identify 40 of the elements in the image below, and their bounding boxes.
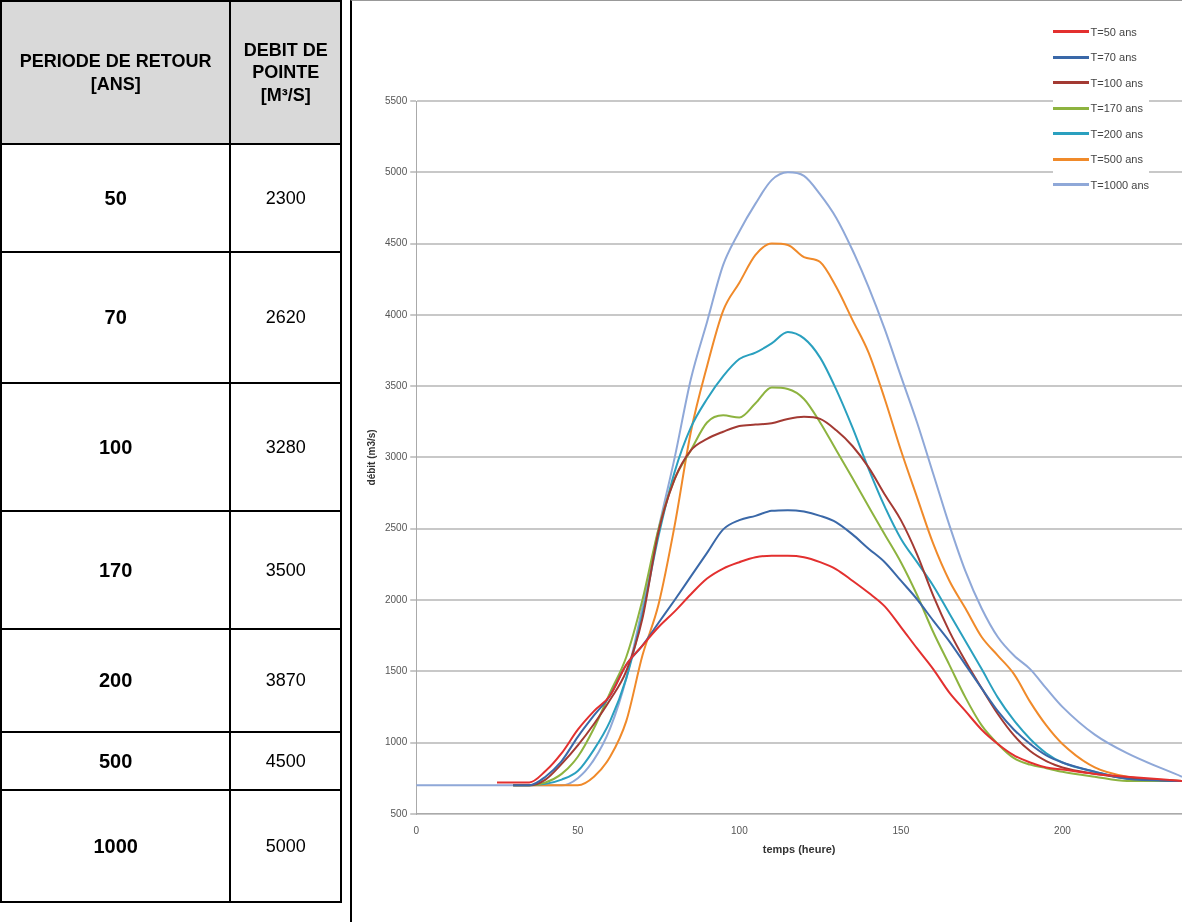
x-tick-label: 50 [572,824,584,836]
y-tick-label: 5500 [385,94,408,106]
category-label: 200 [1,629,231,732]
legend-label: T=170 ans [1090,102,1143,115]
x-tick-label: 200 [1054,824,1072,836]
x-tick-label: 100 [731,824,749,836]
legend-label: T=100 ans [1090,76,1143,89]
y-tick-label: 1500 [385,664,408,676]
legend-label: T=1000 ans [1090,178,1149,191]
x-tick-label: 0 [413,824,420,836]
data-label: 2620 [230,252,341,383]
data-label: 4500 [230,732,341,790]
y-tick-label: 2000 [385,593,408,605]
data-label: 2300 [230,144,341,252]
line-series [496,554,1182,784]
data-label: 3280 [230,383,341,511]
y-tick-label: 1000 [385,736,408,748]
legend-label: T=200 ans [1090,127,1143,140]
category-label: 50 [1,144,231,252]
data-label: 3870 [230,629,341,732]
legend-label: T=50 ans [1090,25,1137,38]
y-tick-label: 500 [390,807,408,819]
y-tick-label: 4500 [385,237,408,249]
y-axis-title: débit (m3/s) [365,429,377,486]
y-tick-label: 3500 [385,379,408,391]
y-tick-label: 5000 [385,166,408,178]
x-tick-label: 150 [892,824,910,836]
category-label: 70 [1,252,231,383]
category-label: 170 [1,511,231,629]
x-axis-title: temps (heure) [762,843,836,856]
legend-label: T=500 ans [1090,153,1143,166]
legend-label: T=70 ans [1090,51,1137,64]
text: DEBIT DE POINTE [M³/S] [230,1,341,144]
category-label: 100 [1,383,231,511]
text: PERIODE DE RETOUR [ANS] [1,1,231,144]
category-label: 500 [1,732,231,790]
category-label: 1000 [1,790,231,902]
y-tick-label: 2500 [385,522,408,534]
y-tick-label: 4000 [385,308,408,320]
y-tick-label: 3000 [385,451,408,463]
